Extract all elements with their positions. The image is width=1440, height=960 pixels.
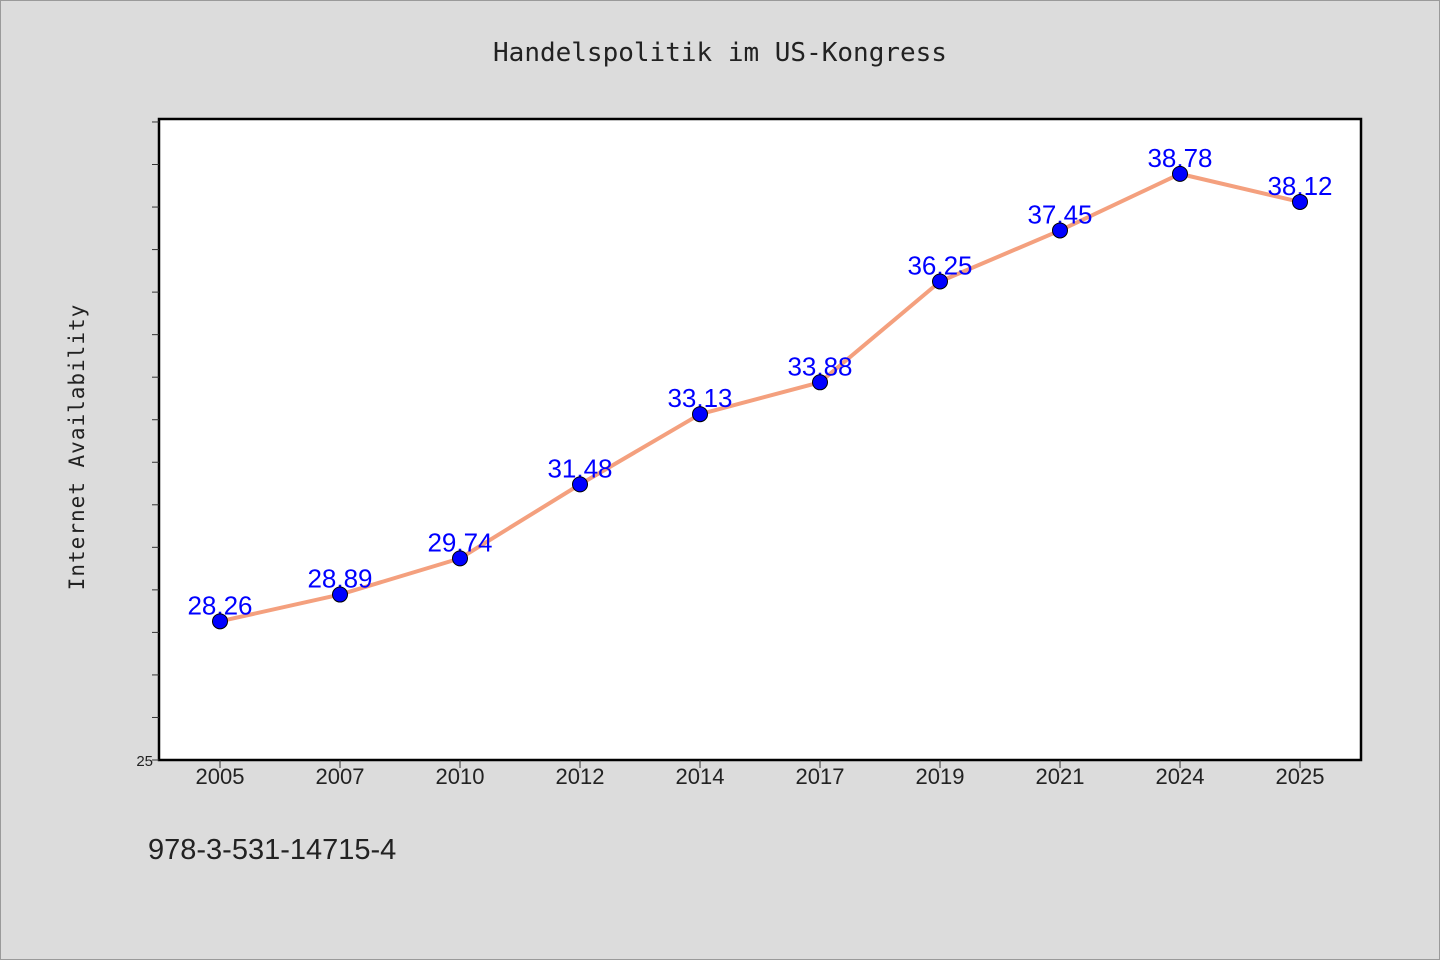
x-tick-label: 2012	[556, 764, 605, 789]
data-point-marker	[932, 273, 948, 290]
x-tick-label: 2025	[1276, 764, 1325, 789]
y-tick-label: 25	[136, 753, 153, 770]
data-point-marker	[332, 586, 348, 603]
x-tick-label: 2019	[916, 764, 965, 789]
data-point-marker	[692, 406, 708, 423]
x-axis-ticks: 2005 2007 2010 2012 2014 2017 2019 2021 2024 2025	[196, 760, 1325, 789]
data-point-marker	[1292, 193, 1308, 210]
data-point-marker	[1052, 222, 1068, 239]
x-tick-label: 2005	[196, 764, 245, 789]
data-point-marker	[1172, 165, 1188, 182]
x-tick-label: 2017	[796, 764, 845, 789]
data-point-marker	[572, 476, 588, 493]
y-axis-ticks: 25	[136, 121, 159, 770]
x-tick-label: 2007	[316, 764, 365, 789]
x-tick-label: 2024	[1156, 764, 1205, 789]
data-point-marker	[452, 550, 468, 567]
x-tick-label: 2014	[676, 764, 725, 789]
y-axis-label: Internet Availability	[65, 304, 89, 591]
data-point-marker	[212, 613, 228, 630]
x-tick-label: 2010	[436, 764, 485, 789]
footer-code: 978-3-531-14715-4	[148, 834, 397, 866]
chart-title: Handelspolitik im US-Kongress	[493, 38, 947, 68]
plot-area	[157, 117, 1363, 762]
series-line	[219, 171, 1301, 624]
data-point-marker	[812, 374, 828, 391]
x-tick-label: 2021	[1036, 764, 1085, 789]
data-markers	[212, 165, 1308, 630]
